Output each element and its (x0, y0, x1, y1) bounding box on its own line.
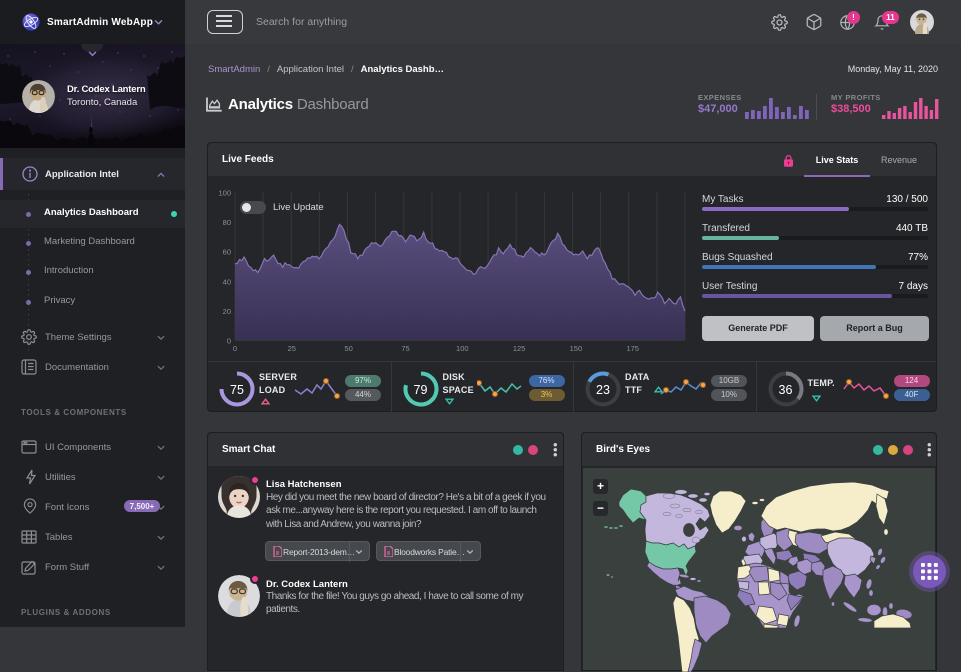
svg-text:75: 75 (401, 344, 409, 353)
svg-text:0: 0 (233, 344, 237, 353)
svg-text:60: 60 (223, 248, 231, 257)
svg-text:50: 50 (344, 344, 352, 353)
svg-text:20: 20 (223, 307, 231, 316)
svg-text:40: 40 (223, 277, 231, 286)
svg-text:125: 125 (513, 344, 526, 353)
svg-text:150: 150 (570, 344, 583, 353)
svg-text:175: 175 (626, 344, 639, 353)
svg-text:100: 100 (456, 344, 469, 353)
svg-text:100: 100 (218, 189, 231, 198)
svg-text:80: 80 (223, 218, 231, 227)
svg-text:0: 0 (227, 337, 231, 346)
svg-text:25: 25 (288, 344, 296, 353)
